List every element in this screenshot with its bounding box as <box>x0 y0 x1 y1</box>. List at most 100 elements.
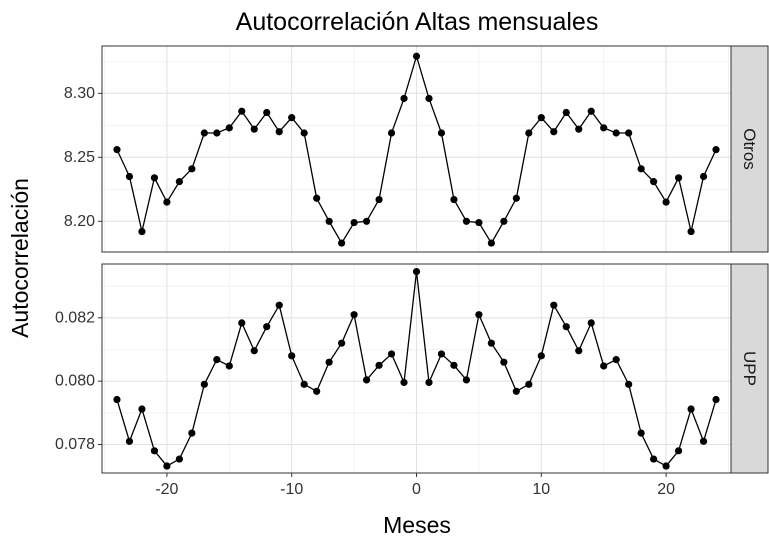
data-point <box>250 125 258 133</box>
data-point <box>125 437 134 445</box>
facet-strip-label: Otros <box>740 128 759 170</box>
data-point <box>612 356 620 364</box>
data-point <box>462 376 471 384</box>
data-point <box>674 174 683 182</box>
data-point <box>637 165 645 173</box>
data-point <box>650 178 658 186</box>
data-point <box>712 395 720 404</box>
data-point <box>200 380 208 388</box>
data-point <box>525 129 533 137</box>
data-point <box>138 405 146 413</box>
data-point <box>550 128 558 136</box>
data-point <box>375 361 383 369</box>
data-point <box>188 429 196 437</box>
data-point <box>225 124 233 132</box>
data-point <box>687 227 695 236</box>
data-point <box>175 178 183 186</box>
data-point <box>150 174 159 182</box>
data-point <box>225 362 233 370</box>
data-point <box>300 129 308 137</box>
data-point <box>288 352 296 360</box>
facet-strip <box>730 263 769 474</box>
data-point <box>263 108 271 117</box>
data-point <box>662 462 670 470</box>
data-point <box>625 380 633 388</box>
data-point <box>612 129 620 137</box>
data-point <box>163 198 171 206</box>
facet-strip <box>730 45 769 253</box>
data-point <box>412 52 421 60</box>
y-axis-title: Autocorrelación <box>7 178 33 338</box>
data-point <box>562 323 570 331</box>
data-point <box>113 395 121 404</box>
data-point <box>288 114 296 122</box>
facet-strip-label: UPP <box>740 351 759 386</box>
data-point <box>600 124 608 132</box>
y-tick-label: 0.080 <box>55 373 95 390</box>
data-point <box>512 194 520 202</box>
data-point <box>175 455 183 463</box>
data-point <box>500 358 508 366</box>
facet-panel-upp: UPP 0.078 0.080 0.082 <box>55 263 769 474</box>
y-tick-label: 8.20 <box>64 213 95 230</box>
data-point <box>188 165 196 173</box>
data-point <box>587 319 595 327</box>
data-point <box>362 376 371 384</box>
data-point <box>125 172 134 181</box>
data-point <box>150 447 159 455</box>
x-tick-label: 20 <box>657 481 675 498</box>
y-tick-label: 8.30 <box>64 85 95 102</box>
data-point <box>263 323 271 331</box>
data-point <box>200 129 208 137</box>
data-point <box>437 350 446 358</box>
data-point <box>213 356 221 364</box>
data-point <box>350 218 358 227</box>
data-point <box>487 239 495 247</box>
data-point <box>213 129 221 137</box>
data-point <box>387 350 396 358</box>
data-point <box>662 198 670 206</box>
data-point <box>587 107 595 115</box>
facet-panel-otros: Otros 8.20 8.25 8.30 <box>64 45 769 253</box>
x-tick-label: 10 <box>532 481 550 498</box>
data-point <box>575 125 583 133</box>
data-point <box>387 129 396 137</box>
data-point <box>450 195 458 204</box>
x-tick-label: -20 <box>155 481 178 498</box>
y-tick-label: 0.078 <box>55 436 95 453</box>
data-point <box>138 227 146 236</box>
data-point <box>699 437 708 445</box>
data-point <box>338 339 346 347</box>
data-point <box>113 146 121 154</box>
data-point <box>487 339 495 347</box>
data-point <box>313 387 321 395</box>
data-point <box>275 301 283 309</box>
y-tick-label: 8.25 <box>64 149 95 166</box>
data-point <box>687 405 695 413</box>
data-point <box>338 239 346 247</box>
data-point <box>362 217 371 225</box>
y-tick-label: 0.082 <box>55 309 95 326</box>
data-point <box>412 268 421 276</box>
data-point <box>500 217 508 225</box>
data-point <box>425 94 433 103</box>
data-point <box>400 94 408 103</box>
data-point <box>537 114 545 122</box>
data-point <box>699 172 708 181</box>
data-point <box>637 429 645 437</box>
data-point <box>238 319 246 327</box>
data-point <box>625 129 633 137</box>
data-point <box>325 217 333 225</box>
x-axis-title: Meses <box>383 512 451 538</box>
data-point <box>475 218 483 227</box>
data-point <box>674 447 683 455</box>
x-tick-label: 0 <box>412 481 421 498</box>
data-point <box>600 362 608 370</box>
data-point <box>238 107 246 115</box>
data-point <box>650 455 658 463</box>
data-point <box>562 108 570 117</box>
data-point <box>250 347 258 355</box>
data-point <box>163 462 171 470</box>
data-point <box>550 301 558 309</box>
